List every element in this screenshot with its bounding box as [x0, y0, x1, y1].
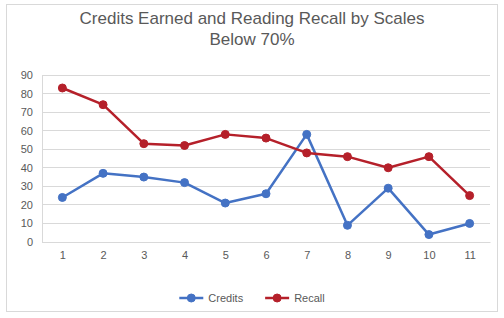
series-marker — [58, 84, 66, 92]
x-tick-label: 11 — [464, 249, 475, 261]
series-marker — [384, 164, 392, 172]
x-tick: 5 — [223, 242, 229, 261]
y-tick: 90 — [21, 69, 42, 81]
y-tick: 50 — [21, 143, 42, 155]
x-tick: 10 — [423, 242, 435, 261]
y-tick-label: 90 — [21, 69, 33, 81]
y-axis: 0 10 20 30 40 50 60 70 80 90 — [21, 69, 43, 248]
x-tick-label: 1 — [60, 249, 66, 261]
series-marker — [466, 192, 474, 200]
y-tick-label: 20 — [21, 199, 33, 211]
y-axis-line — [42, 76, 43, 243]
series-marker — [303, 130, 311, 138]
x-tick-label: 9 — [386, 249, 392, 261]
series-marker — [262, 190, 270, 198]
x-tick-label: 8 — [345, 249, 351, 261]
series-marker — [140, 140, 148, 148]
y-tick: 80 — [21, 88, 42, 100]
legend-label: Credits — [208, 292, 243, 304]
x-tick: 8 — [345, 242, 351, 261]
x-axis-line — [43, 242, 491, 243]
x-tick: 3 — [141, 242, 147, 261]
legend-marker — [187, 294, 195, 302]
y-tick-label: 50 — [21, 143, 33, 155]
series-marker — [425, 231, 433, 239]
legend-item: Recall — [265, 292, 325, 304]
y-tick: 30 — [21, 180, 42, 192]
series-marker — [140, 173, 148, 181]
grid-line — [42, 204, 490, 205]
series-line — [62, 88, 469, 196]
x-tick: 1 — [60, 242, 66, 261]
grid-line — [42, 75, 490, 76]
x-tick: 11 — [464, 242, 475, 261]
series-marker — [262, 134, 270, 142]
y-tick-label: 10 — [21, 217, 33, 229]
x-tick-label: 2 — [101, 249, 107, 261]
series-marker — [99, 169, 107, 177]
y-tick-label: 80 — [21, 88, 33, 100]
series-marker — [181, 142, 189, 150]
grid-line — [42, 167, 490, 168]
y-tick: 60 — [21, 125, 42, 137]
chart-title-line: Below 70% — [209, 30, 294, 49]
series-marker — [466, 219, 474, 227]
y-tick-label: 0 — [27, 236, 33, 248]
y-tick-label: 30 — [21, 180, 33, 192]
chart-title-line: Credits Earned and Reading Recall by Sca… — [80, 9, 425, 28]
series-marker — [181, 179, 189, 187]
legend-label: Recall — [294, 292, 325, 304]
grid-line — [42, 186, 490, 187]
x-tick: 6 — [263, 242, 269, 261]
y-tick: 40 — [21, 162, 42, 174]
series-marker — [343, 153, 351, 161]
series-line — [62, 134, 469, 234]
y-tick-label: 70 — [21, 106, 33, 118]
y-tick: 20 — [21, 199, 42, 211]
x-tick-label: 3 — [141, 249, 147, 261]
series-marker — [221, 130, 229, 138]
y-tick: 0 — [27, 236, 42, 248]
grid-line — [42, 242, 490, 243]
y-tick: 10 — [21, 217, 42, 229]
grid-line — [42, 149, 490, 150]
series-marker — [58, 193, 66, 201]
grid-line — [42, 130, 490, 131]
x-tick: 4 — [182, 242, 188, 261]
series-marker — [99, 101, 107, 109]
x-tick-label: 10 — [423, 249, 435, 261]
plot-marks — [58, 84, 473, 239]
x-tick-label: 6 — [263, 249, 269, 261]
grid-line — [42, 93, 490, 94]
chart-title: Credits Earned and Reading Recall by Sca… — [80, 9, 425, 49]
y-tick-label: 40 — [21, 162, 33, 174]
x-tick-label: 5 — [223, 249, 229, 261]
chart-frame — [7, 5, 498, 312]
legend-marker — [273, 294, 281, 302]
y-tick-label: 60 — [21, 125, 33, 137]
x-tick-label: 7 — [304, 249, 310, 261]
series-marker — [384, 184, 392, 192]
x-axis: 1 2 3 4 5 6 7 8 9 10 11 — [43, 242, 491, 261]
series-marker — [303, 149, 311, 157]
series-marker — [221, 199, 229, 207]
y-tick: 70 — [21, 106, 42, 118]
legend: Credits Recall — [179, 292, 324, 304]
legend-item: Credits — [179, 292, 243, 304]
series-marker — [343, 221, 351, 229]
grid — [42, 75, 490, 242]
grid-line — [42, 223, 490, 224]
x-tick: 2 — [101, 242, 107, 261]
chart: Credits Earned and Reading Recall by Sca… — [0, 0, 504, 318]
x-tick: 9 — [386, 242, 392, 261]
series-marker — [425, 153, 433, 161]
x-tick: 7 — [304, 242, 310, 261]
x-tick-label: 4 — [182, 249, 188, 261]
